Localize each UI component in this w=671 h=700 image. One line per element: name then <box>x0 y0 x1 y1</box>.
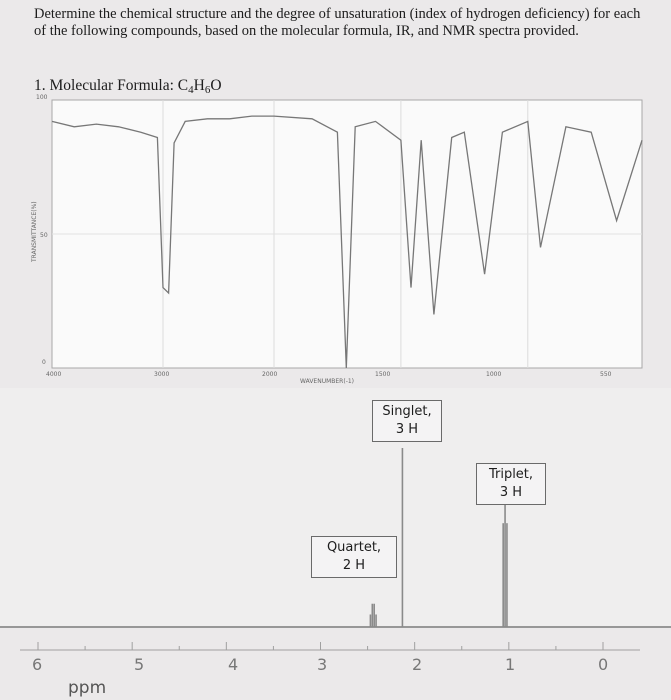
triplet-label-title: Triplet, <box>488 467 534 482</box>
nmr-xtick-2: 2 <box>412 655 422 674</box>
ir-ytick-100: 100 <box>36 94 48 101</box>
ir-xtick-1500: 1500 <box>375 371 390 378</box>
singlet-label: Singlet, 3 H <box>372 400 442 442</box>
ir-ytick-50: 50 <box>40 232 48 239</box>
triplet-label: Triplet, 3 H <box>476 463 546 505</box>
ir-xtick-4000: 4000 <box>46 371 61 378</box>
formula-c-count: 4 <box>188 84 194 96</box>
ir-xlabel: WAVENUMBER(-1) <box>300 378 354 385</box>
singlet-label-integration: 3 H <box>395 422 419 437</box>
quartet-label: Quartet, 2 H <box>311 536 397 578</box>
formula-h-count: 6 <box>204 84 211 96</box>
nmr-xtick-5: 5 <box>134 655 144 674</box>
triplet-label-integration: 3 H <box>499 485 523 500</box>
nmr-xtick-6: 6 <box>32 655 42 674</box>
formula-c: C <box>177 77 189 94</box>
ir-xtick-1000: 1000 <box>486 371 501 378</box>
ir-xtick-2000: 2000 <box>262 371 277 378</box>
nmr-peaks <box>369 448 508 627</box>
nmr-xtick-4: 4 <box>228 655 238 674</box>
nmr-xtick-1: 1 <box>505 655 515 674</box>
formula-o: O <box>210 77 222 94</box>
ppm-unit: ppm <box>68 678 107 698</box>
singlet-label-title: Singlet, <box>382 404 432 419</box>
quartet-label-title: Quartet, <box>326 540 382 555</box>
ir-trace <box>51 115 643 369</box>
formula: C4H6O <box>177 77 222 96</box>
question-label: 1. Molecular Formula: <box>34 77 178 94</box>
nmr-xtick-3: 3 <box>317 655 327 674</box>
ir-xtick-3000: 3000 <box>154 371 169 378</box>
nmr-plot-area <box>0 388 671 628</box>
question-heading: 1. Molecular Formula: C4H6O <box>34 77 222 96</box>
nmr-ticks <box>37 642 604 650</box>
ir-ytick-0: 0 <box>42 359 46 366</box>
ir-ylabel: TRANSMITTANCE(%) <box>31 201 38 263</box>
ir-xtick-550: 550 <box>600 371 612 378</box>
instructions-text: Determine the chemical structure and the… <box>34 6 641 39</box>
nmr-xtick-0: 0 <box>598 655 608 674</box>
formula-h: H <box>193 77 205 94</box>
quartet-label-integration: 2 H <box>342 558 366 573</box>
